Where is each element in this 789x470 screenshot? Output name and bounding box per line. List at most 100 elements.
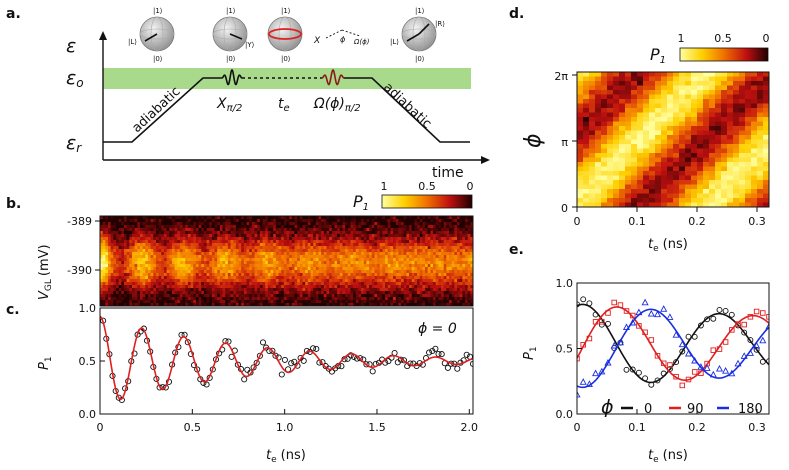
b-heatmap-cell [233,264,237,268]
b-heatmap-cell [179,258,183,262]
d-heatmap-cell [655,180,662,185]
b-heatmap-cell [246,279,250,283]
d-heatmap-cell [679,99,686,104]
b-heatmap-cell [345,240,349,244]
b-heatmap-cell [179,216,183,220]
b-heatmap-cell [273,246,277,250]
b-heatmap-cell [369,288,373,292]
b-heatmap-cell [100,246,104,250]
b-heatmap-cell [174,228,178,232]
d-heatmap-cell [595,144,602,149]
b-heatmap-cell [337,297,341,301]
b-heatmap-cell [347,228,351,232]
b-heatmap-cell [449,225,453,229]
d-heatmap-cell [625,126,632,131]
b-heatmap-cell [374,285,378,289]
b-heatmap-cell [401,252,405,256]
d-heatmap-cell [685,171,692,176]
b-heatmap-cell [150,258,154,262]
d-heatmap-cell [601,193,608,199]
b-heatmap-cell [158,261,162,265]
b-heatmap-cell [467,294,471,298]
d-heatmap-cell [655,126,662,131]
b-heatmap-cell [113,282,117,286]
b-heatmap-cell [217,261,221,265]
b-heatmap-cell [379,249,383,253]
b-heatmap-cell [443,225,447,229]
b-heatmap-cell [358,231,362,235]
b-heatmap-cell [462,258,466,262]
b-heatmap-cell [315,225,319,229]
b-heatmap-cell [169,291,173,295]
b-heatmap-cell [449,246,453,250]
d-heatmap-cell [673,76,680,82]
b-heatmap-cell [187,228,191,232]
b-heatmap-cell [129,282,133,286]
b-heatmap-cell [387,261,391,265]
b-heatmap-cell [214,225,218,229]
b-heatmap-cell [449,297,453,301]
b-heatmap-cell [323,234,327,238]
b-heatmap-cell [209,255,213,259]
d-heatmap-cell [583,166,590,172]
b-heatmap-cell [153,225,157,229]
b-heatmap-cell [139,279,144,283]
b-heatmap-cell [358,264,362,268]
b-heatmap-cell [334,237,338,241]
b-heatmap-cell [254,261,258,265]
b-heatmap-cell [150,276,154,280]
b-heatmap-cell [262,276,266,280]
b-heatmap-cell [118,282,122,286]
b-heatmap-cell [185,303,189,306]
b-heatmap-cell [121,276,125,280]
b-heatmap-cell [435,276,439,280]
b-heatmap-cell [409,216,413,220]
b-heatmap-cell [206,300,210,304]
b-heatmap-cell [246,291,250,295]
b-heatmap-cell [315,216,319,220]
b-heatmap-cell [249,234,253,238]
b-heatmap-cell [137,294,141,298]
b-heatmap-cell [371,267,375,271]
b-heatmap-cell [177,258,181,262]
b-heatmap-cell [283,246,287,250]
b-heatmap-cell [355,243,359,247]
b-heatmap-cell [185,225,189,229]
b-heatmap-cell [273,285,277,289]
b-heatmap-cell [270,246,274,250]
b-heatmap-cell [337,288,341,292]
b-heatmap-cell [185,258,189,262]
b-heatmap-cell [126,255,130,259]
b-heatmap-cell [265,225,269,229]
d-heatmap-cell [601,189,608,194]
b-heatmap-cell [350,276,354,280]
b-heatmap-cell [233,285,237,289]
b-heatmap-cell [273,303,277,306]
b-heatmap-cell [427,240,431,244]
b-heatmap-cell [385,246,389,250]
b-heatmap-cell [281,294,285,298]
b-heatmap-cell [353,270,357,274]
b-heatmap-cell [187,219,191,223]
b-heatmap-cell [249,222,253,226]
b-heatmap-cell [329,285,333,289]
b-heatmap-cell [334,252,338,256]
d-heatmap-cell [625,180,632,185]
b-heatmap-cell [462,216,466,220]
b-heatmap-cell [275,216,279,220]
b-heatmap-cell [417,222,421,226]
b-heatmap-cell [398,267,402,271]
b-heatmap-cell [470,243,473,247]
b-heatmap-cell [235,270,239,274]
b-heatmap-cell [262,297,266,301]
b-heatmap-cell [185,237,189,241]
b-heatmap-cell [387,252,391,256]
b-heatmap-cell [243,255,247,259]
b-heatmap-cell [219,246,223,250]
b-heatmap-cell [257,279,261,283]
b-heatmap-cell [430,225,434,229]
b-heatmap-cell [225,273,229,277]
b-heatmap-cell [163,264,167,268]
b-heatmap-cell [145,303,149,306]
b-heatmap-cell [195,297,199,301]
